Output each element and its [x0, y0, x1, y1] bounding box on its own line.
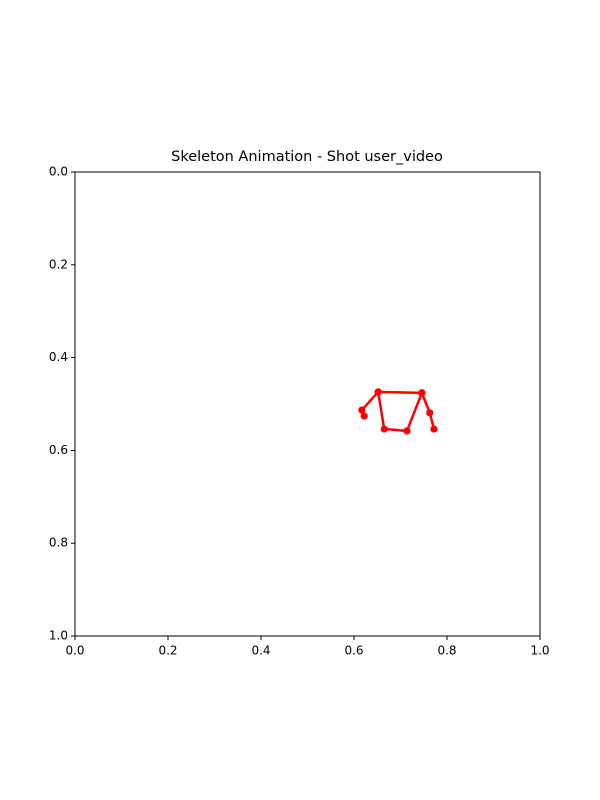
- x-tick-label: 0.8: [437, 644, 456, 658]
- y-tick-label: 0.6: [49, 443, 68, 457]
- chart-title: Skeleton Animation - Shot user_video: [171, 149, 443, 165]
- y-tick-label: 0.4: [49, 350, 68, 364]
- joint-marker: [418, 389, 426, 397]
- joint-marker: [374, 388, 382, 396]
- x-tick-label: 0.2: [158, 644, 177, 658]
- x-tick-label: 0.0: [65, 644, 84, 658]
- joint-marker: [430, 425, 438, 433]
- joint-marker: [426, 409, 434, 417]
- y-tick-label: 0.0: [49, 165, 68, 179]
- y-tick-label: 0.8: [49, 536, 68, 550]
- x-tick-label: 0.4: [251, 644, 270, 658]
- joint-marker: [380, 425, 388, 433]
- y-tick-label: 1.0: [49, 629, 68, 643]
- joint-marker: [360, 412, 368, 420]
- joint-marker: [358, 406, 366, 414]
- axes-frame: [74, 171, 541, 637]
- joint-marker: [403, 427, 411, 435]
- x-tick-label: 1.0: [530, 644, 549, 658]
- x-tick-label: 0.6: [344, 644, 363, 658]
- y-tick-label: 0.2: [49, 257, 68, 271]
